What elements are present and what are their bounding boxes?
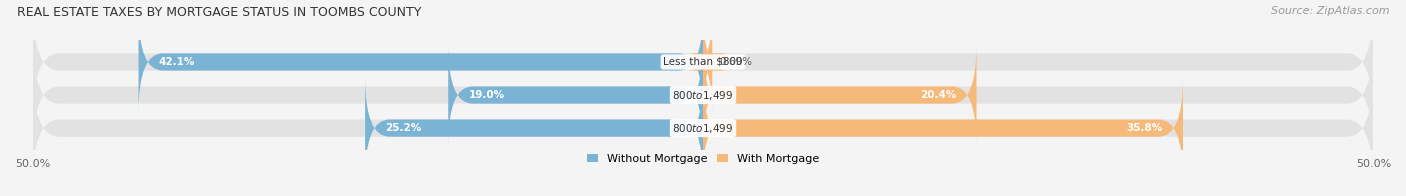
FancyBboxPatch shape bbox=[32, 71, 1374, 186]
Text: 20.4%: 20.4% bbox=[920, 90, 956, 100]
Text: Less than $800: Less than $800 bbox=[664, 57, 742, 67]
Text: 19.0%: 19.0% bbox=[468, 90, 505, 100]
FancyBboxPatch shape bbox=[139, 11, 703, 113]
Text: 0.69%: 0.69% bbox=[718, 57, 752, 67]
Text: $800 to $1,499: $800 to $1,499 bbox=[672, 122, 734, 135]
Text: $800 to $1,499: $800 to $1,499 bbox=[672, 89, 734, 102]
Text: 42.1%: 42.1% bbox=[159, 57, 195, 67]
Text: Source: ZipAtlas.com: Source: ZipAtlas.com bbox=[1271, 6, 1389, 16]
FancyBboxPatch shape bbox=[688, 11, 727, 113]
FancyBboxPatch shape bbox=[703, 77, 1182, 179]
FancyBboxPatch shape bbox=[449, 44, 703, 146]
Text: 25.2%: 25.2% bbox=[385, 123, 422, 133]
Legend: Without Mortgage, With Mortgage: Without Mortgage, With Mortgage bbox=[588, 153, 818, 164]
FancyBboxPatch shape bbox=[366, 77, 703, 179]
FancyBboxPatch shape bbox=[32, 37, 1374, 152]
FancyBboxPatch shape bbox=[32, 5, 1374, 120]
Text: 35.8%: 35.8% bbox=[1126, 123, 1163, 133]
FancyBboxPatch shape bbox=[703, 44, 977, 146]
Text: REAL ESTATE TAXES BY MORTGAGE STATUS IN TOOMBS COUNTY: REAL ESTATE TAXES BY MORTGAGE STATUS IN … bbox=[17, 6, 422, 19]
